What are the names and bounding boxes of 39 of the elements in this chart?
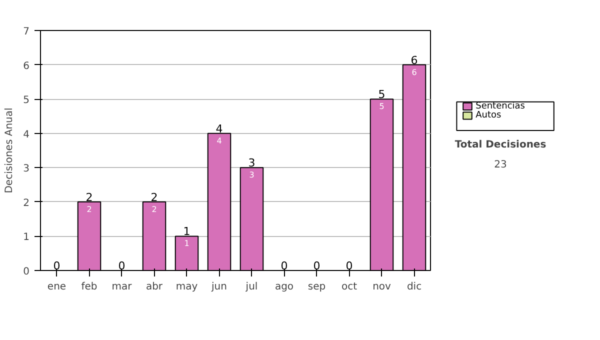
x-tick-label: jun	[210, 282, 227, 292]
total-label: 2	[86, 190, 93, 204]
data-label: 2	[152, 204, 157, 214]
data-label: 1	[184, 239, 190, 248]
x-tick-label: abr	[146, 282, 164, 292]
data-label: 4	[216, 136, 222, 146]
data-label: 5	[379, 102, 384, 112]
x-tick-label: ago	[274, 282, 294, 292]
x-tick-label: jul	[244, 282, 258, 292]
x-tick-label: may	[176, 282, 198, 292]
total-label: 3	[248, 156, 256, 170]
y-tick-label: 5	[23, 95, 30, 106]
text: 23	[494, 160, 507, 170]
y-tick-label: 1	[23, 232, 30, 244]
y-axis-title: Decisiones Anual	[4, 108, 16, 194]
y-tick-label: 2	[23, 198, 30, 209]
x-tick-label: oct	[341, 282, 358, 292]
total-label: 6	[410, 54, 418, 67]
x-tick-label: feb	[81, 282, 98, 292]
data-label: 6	[412, 68, 417, 77]
x-tick-label: ene	[47, 282, 66, 292]
legend-label: Sentencias	[476, 101, 526, 112]
y-tick-label: 3	[23, 164, 30, 175]
total-label: 1	[183, 225, 190, 238]
y-tick-label: 0	[23, 266, 30, 278]
total-label: 2	[150, 190, 158, 204]
y-tick-label: 7	[23, 26, 30, 38]
data-label: 2	[86, 204, 92, 214]
x-tick-label: mar	[112, 282, 133, 292]
total-label: 4	[216, 122, 223, 136]
total-label: 5	[378, 88, 386, 102]
data-label: 3	[249, 170, 254, 180]
text: Total Decisiones	[454, 140, 546, 150]
x-tick-label: sep	[308, 282, 326, 292]
x-tick-label: nov	[372, 282, 392, 292]
y-tick-label: 4	[23, 129, 30, 140]
x-tick-label: dic	[406, 282, 422, 292]
legend-label: Autos	[476, 110, 502, 121]
y-tick-label: 6	[23, 60, 30, 72]
